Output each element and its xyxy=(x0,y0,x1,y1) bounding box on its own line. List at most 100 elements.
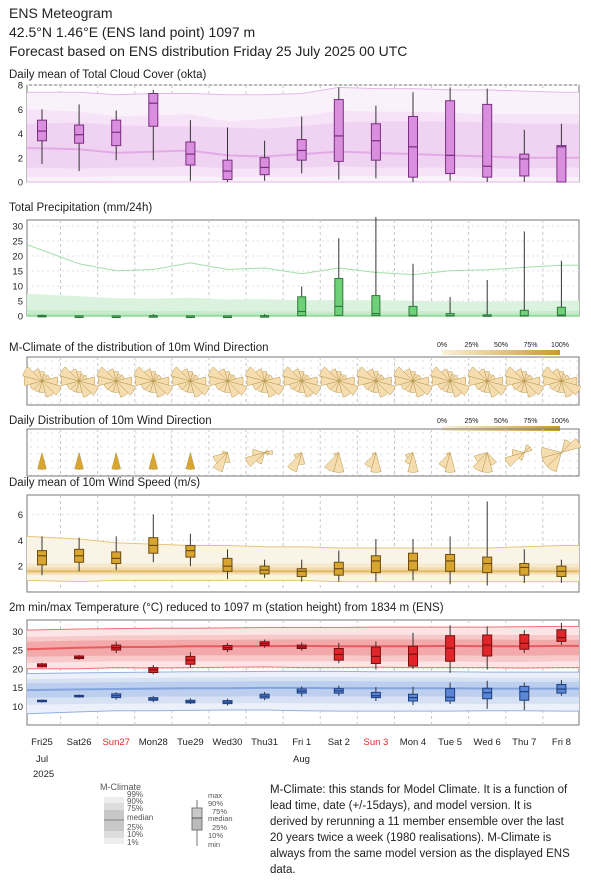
bg-dot xyxy=(282,439,284,441)
bg-dot xyxy=(191,432,193,434)
bg-dot xyxy=(401,439,403,441)
bg-dot xyxy=(317,374,319,376)
bg-dot xyxy=(394,402,396,404)
bg-dot xyxy=(464,453,466,455)
bg-dot xyxy=(569,439,571,441)
bg-dot xyxy=(408,432,410,434)
rose-sector xyxy=(41,380,55,398)
bg-dot xyxy=(149,460,151,462)
bg-dot xyxy=(86,453,88,455)
bg-dot xyxy=(163,367,165,369)
bg-dot xyxy=(352,467,354,469)
bg-dot xyxy=(387,453,389,455)
bg-dot xyxy=(506,453,508,455)
bg-dot xyxy=(450,367,452,369)
rose-sector xyxy=(78,380,99,396)
x-day-label: Wed30 xyxy=(213,737,243,748)
bg-dot xyxy=(240,460,242,462)
bg-dot xyxy=(149,360,151,362)
bg-dot xyxy=(387,432,389,434)
bg-dot xyxy=(149,395,151,397)
bg-dot xyxy=(51,467,53,469)
bg-dot xyxy=(107,474,109,476)
rose-sector xyxy=(22,366,43,382)
bg-dot xyxy=(331,360,333,362)
mclimate-median-line xyxy=(26,644,579,651)
bg-dot xyxy=(492,432,494,434)
bg-dot xyxy=(548,395,550,397)
bg-dot xyxy=(527,467,529,469)
bg-dot xyxy=(394,367,396,369)
bg-dot xyxy=(520,360,522,362)
bg-dot xyxy=(51,374,53,376)
bg-dot xyxy=(219,402,221,404)
rose-sector xyxy=(37,451,47,470)
rose-sector xyxy=(337,380,359,396)
bg-dot xyxy=(338,360,340,362)
scale-label: 25% xyxy=(464,342,478,349)
bg-dot xyxy=(506,395,508,397)
bg-dot xyxy=(380,367,382,369)
y-tick-label: 0 xyxy=(18,312,23,323)
bg-dot xyxy=(401,467,403,469)
rose-sector xyxy=(364,451,377,469)
bg-dot xyxy=(324,395,326,397)
bg-dot xyxy=(317,432,319,434)
bg-dot xyxy=(142,460,144,462)
bg-dot xyxy=(58,474,60,476)
bg-dot xyxy=(373,395,375,397)
bg-dot xyxy=(352,374,354,376)
x-day-label: Sun27 xyxy=(102,737,129,748)
rose-sector xyxy=(393,366,414,382)
rose-sector xyxy=(282,366,303,382)
bg-dot xyxy=(184,439,186,441)
box-body xyxy=(370,123,381,161)
bg-dot xyxy=(415,460,417,462)
bg-dot xyxy=(79,395,81,397)
bg-dot xyxy=(51,402,53,404)
box-body xyxy=(334,278,344,316)
mclimate-rose xyxy=(245,366,285,398)
bg-dot xyxy=(464,460,466,462)
bg-dot xyxy=(485,402,487,404)
bg-dot xyxy=(471,467,473,469)
bg-dot xyxy=(324,467,326,469)
bg-dot xyxy=(191,402,193,404)
bg-dot xyxy=(499,432,501,434)
rose-sector xyxy=(207,366,229,382)
box-body xyxy=(370,691,381,699)
bg-dot xyxy=(401,367,403,369)
bg-dot xyxy=(65,467,67,469)
bg-dot xyxy=(296,474,298,476)
bg-dot xyxy=(464,467,466,469)
bg-dot xyxy=(478,453,480,455)
bg-dot xyxy=(345,439,347,441)
bg-dot xyxy=(128,467,130,469)
bg-dot xyxy=(310,446,312,448)
bg-dot xyxy=(100,467,102,469)
bg-dot xyxy=(212,432,214,434)
bg-dot xyxy=(37,446,39,448)
bg-dot xyxy=(436,395,438,397)
bg-dot xyxy=(352,432,354,434)
box-body xyxy=(482,556,493,574)
bg-dot xyxy=(170,367,172,369)
bg-dot xyxy=(303,367,305,369)
wind-dir-rose xyxy=(404,451,419,473)
bg-dot xyxy=(562,367,564,369)
bg-dot xyxy=(65,474,67,476)
bg-dot xyxy=(30,360,32,362)
bg-dot xyxy=(492,446,494,448)
bg-dot xyxy=(212,453,214,455)
legend-mclimate-label: 10% xyxy=(127,830,143,839)
bg-dot xyxy=(394,360,396,362)
bg-dot xyxy=(37,360,39,362)
bg-dot xyxy=(72,460,74,462)
bg-dot xyxy=(58,453,60,455)
bg-dot xyxy=(268,367,270,369)
bg-dot xyxy=(436,388,438,390)
y-tick-label: 15 xyxy=(12,267,23,278)
x-day-label: Mon28 xyxy=(139,737,168,748)
bg-dot xyxy=(149,439,151,441)
bg-dot xyxy=(198,432,200,434)
